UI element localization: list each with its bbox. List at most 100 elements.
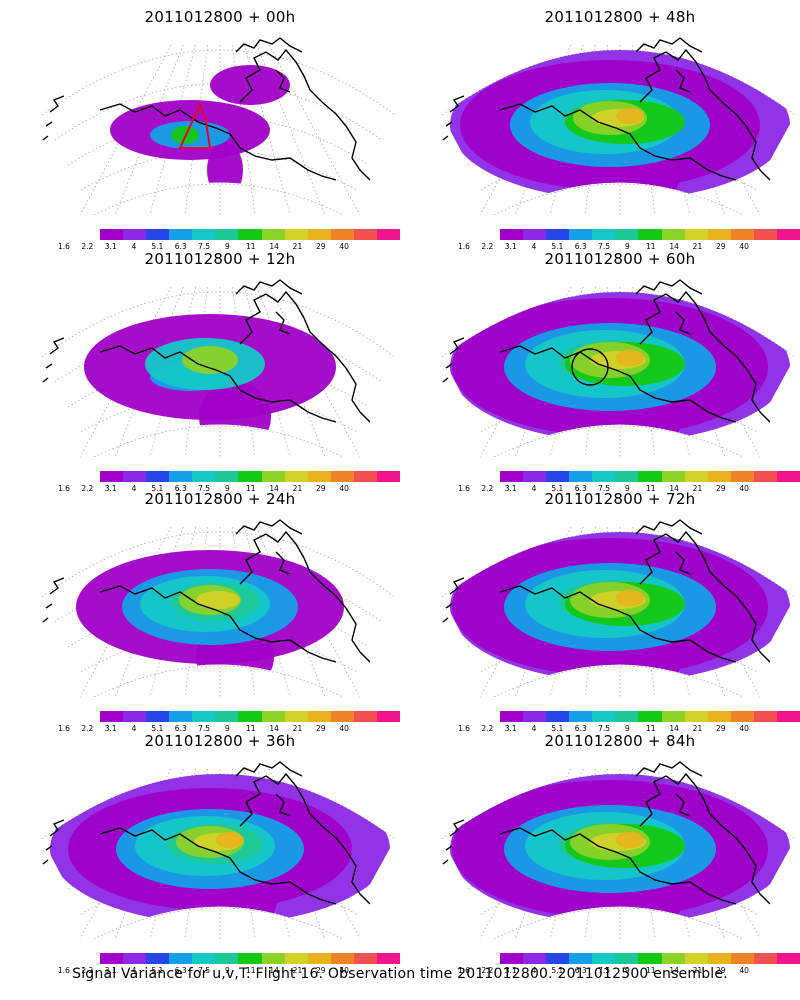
- variance-field: [450, 532, 790, 692]
- colorbar-swatch: [684, 711, 708, 722]
- colorbar-swatch: [776, 471, 800, 482]
- colorbar-label: 11: [245, 484, 256, 493]
- colorbar-swatch: [376, 471, 401, 482]
- colorbar-swatch: [146, 229, 170, 240]
- colorbar-swatch: [592, 471, 616, 482]
- variance-field: [450, 774, 790, 934]
- polar-map: [441, 761, 796, 939]
- colorbar-label: 29: [316, 966, 326, 975]
- colorbar-label: 11: [645, 724, 656, 733]
- colorbar-swatch: [100, 229, 124, 240]
- colorbar-swatch: [123, 711, 147, 722]
- variance-field: [110, 65, 290, 198]
- panel-title: 2011012800 + 60h: [544, 250, 696, 268]
- colorbar-swatch: [707, 471, 731, 482]
- colorbar-swatch: [523, 471, 547, 482]
- colorbar-swatch: [284, 711, 308, 722]
- colorbar-label: 29: [716, 484, 726, 493]
- colorbar-label: 1.6: [458, 242, 470, 251]
- map-panel: 2011012800 + 24h 1.6 2.2 3.1 4 5.1 6.3 7.5 9 11 14…: [40, 490, 401, 733]
- colorbar-label: 1.6: [458, 724, 470, 733]
- colorbar-label: 9: [225, 242, 230, 251]
- panel-title: 2011012800 + 24h: [144, 490, 296, 508]
- map-panel: 2011012800 + 00h 1.6 2.2 3.1 4 5.1 6.3 7.5 9 11 14…: [40, 8, 401, 251]
- colorbar-swatch: [500, 471, 524, 482]
- colorbar-swatch: [192, 229, 216, 240]
- colorbar-swatch: [546, 471, 570, 482]
- colorbar-swatch: [707, 229, 731, 240]
- colorbar-label: 11: [245, 966, 256, 975]
- colorbar-label: 4: [131, 242, 137, 251]
- colorbar-swatch: [330, 711, 354, 722]
- colorbar-swatch: [615, 229, 639, 240]
- colorbar-label: 6.3: [174, 966, 187, 975]
- colorbar-labels: 1.6 2.2 3.1 4 5.1 6.3 7.5 9 11 14 21 29 40: [40, 242, 400, 252]
- colorbar-label: 14: [669, 484, 679, 493]
- colorbar-label: 21: [692, 484, 703, 493]
- map-panel: 2011012800 + 60h 1.6 2.2 3.1 4 5.1 6.3 7.5 9 11 14…: [440, 250, 800, 493]
- colorbar-label: 21: [292, 724, 303, 733]
- colorbar-label: 2.2: [81, 242, 94, 251]
- variance-field: [84, 314, 336, 452]
- colorbar-label: 2.2: [81, 966, 94, 975]
- colorbar-label: 3.1: [504, 242, 517, 251]
- colorbar-label: 40: [739, 966, 749, 975]
- colorbar-swatch: [123, 953, 147, 964]
- map-panel: 2011012800 + 84h 1.6 2.2 3.1 4 5.1 6.3 7.5 9 11 14…: [440, 732, 800, 975]
- colorbar-swatch: [261, 471, 285, 482]
- colorbar-swatch: [307, 711, 331, 722]
- colorbar-label: 7.5: [598, 242, 611, 251]
- colorbar-swatch: [238, 711, 262, 722]
- colorbar-swatch: [707, 711, 731, 722]
- polar-map: [41, 519, 396, 697]
- colorbar-label: 3.1: [104, 484, 117, 493]
- colorbar-label: 40: [339, 484, 349, 493]
- colorbar-swatch: [638, 953, 662, 964]
- colorbar-swatch: [284, 953, 308, 964]
- colorbar-swatch: [707, 953, 731, 964]
- colorbar-swatch: [238, 471, 262, 482]
- colorbar-label: 9: [225, 966, 230, 975]
- colorbar-label: 7.5: [598, 484, 611, 493]
- colorbar-swatch: [730, 953, 754, 964]
- colorbar-swatch: [684, 471, 708, 482]
- colorbar-swatch: [523, 711, 547, 722]
- colorbar-swatch: [215, 229, 239, 240]
- colorbar-swatch: [261, 953, 285, 964]
- colorbar-label: 1.6: [58, 242, 70, 251]
- colorbar-label: 9: [225, 484, 230, 493]
- colorbar-label: 29: [316, 484, 326, 493]
- colorbar-label: 14: [669, 724, 679, 733]
- coastline: [42, 761, 371, 905]
- variance-field: [450, 292, 790, 452]
- colorbar-label: 9: [625, 966, 630, 975]
- colorbar-label: 21: [692, 724, 703, 733]
- colorbar-label: 1.6: [58, 966, 70, 975]
- colorbar-swatch: [546, 711, 570, 722]
- colorbar-label: 14: [269, 966, 279, 975]
- colorbar-swatch: [546, 229, 570, 240]
- colorbar-swatch: [192, 471, 216, 482]
- panel-title: 2011012800 + 36h: [144, 732, 296, 750]
- colorbar-label: 1.6: [458, 966, 470, 975]
- colorbar-swatch: [592, 711, 616, 722]
- colorbar-swatch: [123, 229, 147, 240]
- colorbar-label: 6.3: [574, 484, 587, 493]
- colorbar-swatch: [307, 229, 331, 240]
- colorbar-swatch: [169, 229, 193, 240]
- colorbar-swatch: [638, 471, 662, 482]
- colorbar-label: 40: [739, 724, 749, 733]
- map-panel: 2011012800 + 72h 1.6 2.2 3.1 4 5.1 6.3 7.5 9 11 14…: [440, 490, 800, 733]
- colorbar-swatch: [638, 229, 662, 240]
- colorbar-swatch: [284, 471, 308, 482]
- colorbar-swatch: [615, 471, 639, 482]
- colorbar-label: 11: [245, 724, 256, 733]
- colorbar-label: 3.1: [504, 484, 517, 493]
- colorbar-swatch: [500, 711, 524, 722]
- colorbar-swatch: [215, 711, 239, 722]
- colorbar-label: 2.2: [81, 484, 94, 493]
- colorbar-swatch: [661, 229, 685, 240]
- colorbar-label: 9: [625, 242, 630, 251]
- colorbar-swatch: [592, 229, 616, 240]
- colorbar-label: 21: [692, 242, 703, 251]
